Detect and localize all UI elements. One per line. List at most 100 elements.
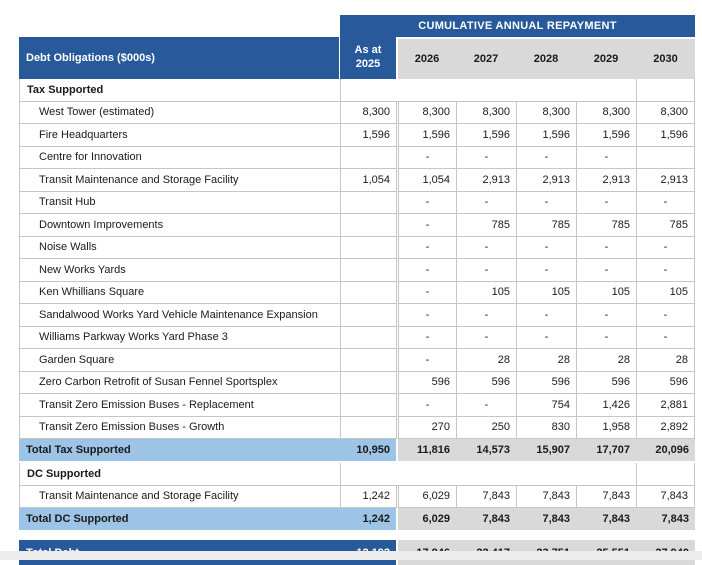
column-header-2028: 2028 xyxy=(516,37,576,79)
section-label: Tax Supported xyxy=(19,79,340,102)
cell-2027: 105 xyxy=(456,281,516,304)
cell-asat-2025 xyxy=(340,304,396,327)
cell-2026: - xyxy=(396,214,456,237)
cell-2028: 830 xyxy=(516,416,576,439)
cell-2027: 785 xyxy=(456,214,516,237)
table-row: Transit Zero Emission Buses - Growth 270… xyxy=(19,416,696,439)
cell-2026: 1,054 xyxy=(396,169,456,192)
group-header-spacer xyxy=(19,15,340,37)
cell-2026: - xyxy=(396,146,456,169)
cell-asat-2025 xyxy=(340,326,396,349)
cell-2026: 11,816 xyxy=(396,439,456,463)
total-row-dc-supported: Total DC Supported 1,242 6,029 7,843 7,8… xyxy=(19,508,696,532)
table-row: New Works Yards - - - - - xyxy=(19,259,696,282)
group-header-row: CUMULATIVE ANNUAL REPAYMENT xyxy=(19,15,696,37)
cell-2027 xyxy=(456,79,516,102)
cell-2030: 785 xyxy=(636,214,696,237)
row-label: Transit Maintenance and Storage Facility xyxy=(19,169,340,192)
cell-2027: 7,843 xyxy=(456,508,516,532)
cell-2028: 754 xyxy=(516,394,576,417)
cell-2028 xyxy=(516,463,576,486)
cell-2030: - xyxy=(636,236,696,259)
cell-asat-2025 xyxy=(340,281,396,304)
spacer-row xyxy=(19,532,696,540)
table-row: Transit Maintenance and Storage Facility… xyxy=(19,485,696,508)
total-label: Total DC Supported xyxy=(19,508,340,532)
cell-2029: - xyxy=(576,259,636,282)
cell-asat-2025 xyxy=(340,191,396,214)
cell-2026: 596 xyxy=(396,371,456,394)
cell-asat-2025: 1,596 xyxy=(340,124,396,147)
cell-2028: - xyxy=(516,191,576,214)
table-row: Transit Zero Emission Buses - Replacemen… xyxy=(19,394,696,417)
row-label: Noise Walls xyxy=(19,236,340,259)
cell-2030: 2,913 xyxy=(636,169,696,192)
cell-2027: 28 xyxy=(456,349,516,372)
cell-asat-2025 xyxy=(340,259,396,282)
cell-2029: 105 xyxy=(576,281,636,304)
cell-2028: 785 xyxy=(516,214,576,237)
cell-asat-2025: 8,300 xyxy=(340,101,396,124)
cell-2028: 8,300 xyxy=(516,101,576,124)
cell-2027 xyxy=(456,463,516,486)
page-bottom-strip xyxy=(0,551,702,560)
cell-asat-2025 xyxy=(340,394,396,417)
cell-2030: - xyxy=(636,326,696,349)
table-row: West Tower (estimated) 8,300 8,300 8,300… xyxy=(19,101,696,124)
row-label: Williams Parkway Works Yard Phase 3 xyxy=(19,326,340,349)
cell-2027: - xyxy=(456,191,516,214)
cell-asat-2025 xyxy=(340,371,396,394)
row-label: Transit Zero Emission Buses - Growth xyxy=(19,416,340,439)
row-label: Garden Square xyxy=(19,349,340,372)
table-row: Williams Parkway Works Yard Phase 3 - - … xyxy=(19,326,696,349)
column-header-asat-2025: As at 2025 xyxy=(340,37,396,79)
table-row: Garden Square - 28 28 28 28 xyxy=(19,349,696,372)
cell-2026: 270 xyxy=(396,416,456,439)
cell-2030: - xyxy=(636,191,696,214)
cell-2028: 15,907 xyxy=(516,439,576,463)
row-label: Transit Zero Emission Buses - Replacemen… xyxy=(19,394,340,417)
cell-2028: - xyxy=(516,326,576,349)
cell-2026 xyxy=(396,79,456,102)
cell-2027: 250 xyxy=(456,416,516,439)
debt-obligations-table-wrap: CUMULATIVE ANNUAL REPAYMENT Debt Obligat… xyxy=(19,15,696,565)
cell-2026: 6,029 xyxy=(396,508,456,532)
cell-2026: - xyxy=(396,191,456,214)
total-label: Total Tax Supported xyxy=(19,439,340,463)
cell-2027: - xyxy=(456,236,516,259)
cell-2030: - xyxy=(636,304,696,327)
cell-asat-2025 xyxy=(340,146,396,169)
cell-asat-2025: 10,950 xyxy=(340,439,396,463)
total-row-tax-supported: Total Tax Supported 10,950 11,816 14,573… xyxy=(19,439,696,463)
row-label: Downtown Improvements xyxy=(19,214,340,237)
row-label: West Tower (estimated) xyxy=(19,101,340,124)
cell-2029: 1,596 xyxy=(576,124,636,147)
cell-2028: 1,596 xyxy=(516,124,576,147)
cell-2029: 7,843 xyxy=(576,508,636,532)
cell-2026: 8,300 xyxy=(396,101,456,124)
cell-2029: 7,843 xyxy=(576,485,636,508)
cell-2027: 7,843 xyxy=(456,485,516,508)
cell-2026: - xyxy=(396,259,456,282)
cell-2026: 6,029 xyxy=(396,485,456,508)
cell-2028: 105 xyxy=(516,281,576,304)
column-header-2029: 2029 xyxy=(576,37,636,79)
cell-asat-2025: 1,054 xyxy=(340,169,396,192)
cell-2028: 7,843 xyxy=(516,508,576,532)
row-label: New Works Yards xyxy=(19,259,340,282)
cell-2027: 14,573 xyxy=(456,439,516,463)
cell-2027: 8,300 xyxy=(456,101,516,124)
table-row: Downtown Improvements - 785 785 785 785 xyxy=(19,214,696,237)
cell-2030 xyxy=(636,463,696,486)
cell-2029 xyxy=(576,463,636,486)
cell-2027: - xyxy=(456,326,516,349)
cell-2029: - xyxy=(576,326,636,349)
cell-2030: 2,892 xyxy=(636,416,696,439)
cell-2030: - xyxy=(636,259,696,282)
cell-2026: 1,596 xyxy=(396,124,456,147)
cell-2029: - xyxy=(576,304,636,327)
cell-2030: 2,881 xyxy=(636,394,696,417)
cell-2028: - xyxy=(516,304,576,327)
table-row: Centre for Innovation - - - - xyxy=(19,146,696,169)
cell-2029: - xyxy=(576,236,636,259)
